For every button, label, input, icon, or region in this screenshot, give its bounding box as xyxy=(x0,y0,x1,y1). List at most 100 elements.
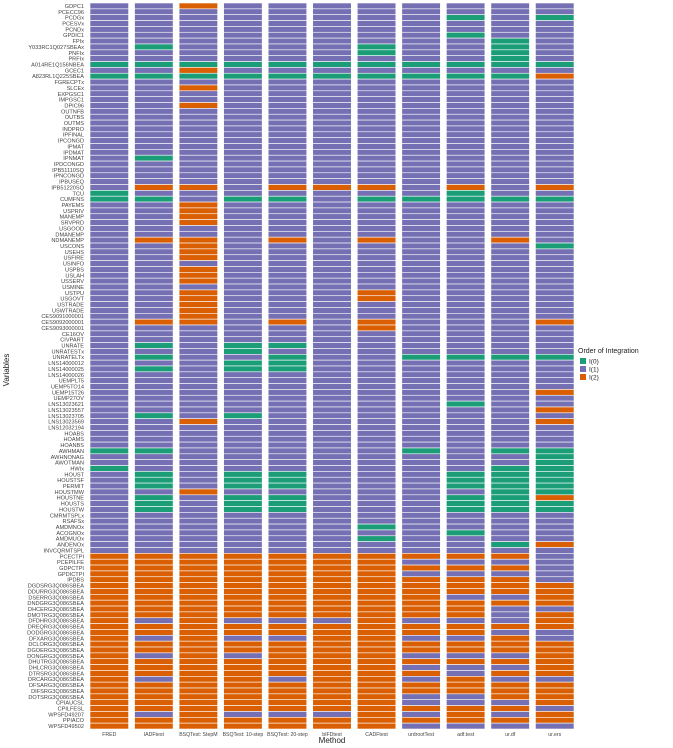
heatmap-cell xyxy=(134,318,174,326)
heatmap-cell xyxy=(356,670,397,677)
heatmap-cell xyxy=(89,49,129,56)
heatmap-cell xyxy=(223,231,263,238)
heatmap-cell xyxy=(401,711,441,718)
heatmap-cell xyxy=(178,26,218,33)
heatmap-cell xyxy=(89,26,129,33)
heatmap-cell xyxy=(178,231,218,238)
heatmap-cell xyxy=(446,307,486,314)
heatmap-cell xyxy=(401,67,441,74)
heatmap-cell xyxy=(89,219,129,226)
y-tick-label: USPBS xyxy=(65,267,84,273)
heatmap-cell xyxy=(356,2,397,10)
heatmap-cell xyxy=(490,342,530,349)
legend-swatch xyxy=(580,358,586,364)
heatmap-cell xyxy=(89,722,129,730)
heatmap-cell xyxy=(178,78,218,86)
heatmap-cell xyxy=(401,453,441,460)
heatmap-cell xyxy=(535,8,575,16)
heatmap-cell xyxy=(178,219,218,226)
heatmap-cell xyxy=(134,711,174,718)
heatmap-cell xyxy=(223,406,263,414)
heatmap-cell xyxy=(267,424,308,431)
heatmap-cell xyxy=(178,447,218,455)
heatmap-cell xyxy=(490,272,530,279)
y-tick-label: DFXARG3Q086SBEA xyxy=(29,636,84,642)
heatmap-cell xyxy=(89,313,129,320)
heatmap-cell xyxy=(356,55,397,62)
heatmap-cell xyxy=(89,506,129,513)
heatmap-cell xyxy=(267,535,308,542)
heatmap-cell xyxy=(223,318,263,326)
heatmap-cell xyxy=(223,465,263,472)
heatmap-cell xyxy=(490,389,530,396)
heatmap-cell xyxy=(134,594,174,601)
heatmap-cell xyxy=(223,400,263,408)
heatmap-cell xyxy=(134,523,174,531)
heatmap-cell xyxy=(401,301,441,308)
heatmap-cell xyxy=(223,254,263,261)
heatmap-cell xyxy=(134,307,174,314)
heatmap-cell xyxy=(134,500,174,507)
heatmap-cell xyxy=(134,389,174,396)
heatmap-cell xyxy=(267,699,308,706)
heatmap-cell xyxy=(356,716,397,724)
heatmap-cell xyxy=(223,646,263,654)
y-tick-label: OUTMS xyxy=(64,121,84,127)
heatmap-cell xyxy=(401,535,441,542)
heatmap-cell xyxy=(134,266,174,273)
heatmap-cell xyxy=(490,266,530,273)
heatmap-cell xyxy=(223,108,263,115)
heatmap-cell xyxy=(535,102,575,109)
heatmap-cell xyxy=(178,506,218,513)
heatmap-cell xyxy=(178,617,218,624)
y-tick-label: DREQRG3Q086SBEA xyxy=(28,625,85,631)
heatmap-cell xyxy=(267,406,308,414)
heatmap-cell xyxy=(223,389,263,396)
heatmap-cell xyxy=(89,471,129,478)
heatmap-cell xyxy=(178,459,218,466)
heatmap-cell xyxy=(490,14,530,21)
heatmap-cell xyxy=(312,72,352,80)
heatmap-cell xyxy=(490,55,530,62)
heatmap-cell xyxy=(446,716,486,724)
heatmap-cell xyxy=(178,119,218,127)
heatmap-cell xyxy=(267,231,308,238)
heatmap-cell xyxy=(401,289,441,297)
y-tick-label: AWOTMAN xyxy=(55,461,84,467)
heatmap-cell xyxy=(267,670,308,677)
heatmap-cell xyxy=(490,383,530,390)
heatmap-cell xyxy=(446,512,486,519)
heatmap-cell xyxy=(312,8,352,16)
heatmap-cell xyxy=(312,272,352,279)
heatmap-cell xyxy=(535,506,575,513)
heatmap-cell xyxy=(446,190,486,197)
heatmap-cell xyxy=(134,72,174,80)
heatmap-cell xyxy=(134,125,174,133)
heatmap-cell xyxy=(356,49,397,56)
heatmap-cell xyxy=(134,512,174,519)
heatmap-cell xyxy=(223,377,263,384)
heatmap-cell xyxy=(535,453,575,460)
heatmap-cell xyxy=(401,500,441,507)
heatmap-cell xyxy=(223,207,263,215)
heatmap-cell xyxy=(490,494,530,501)
heatmap-cell xyxy=(178,582,218,589)
y-tick-label: ANDENOx xyxy=(57,543,84,549)
heatmap-cell xyxy=(490,623,530,630)
heatmap-cell xyxy=(401,529,441,537)
heatmap-cell xyxy=(446,506,486,513)
heatmap-cell xyxy=(312,26,352,33)
heatmap-cell xyxy=(178,283,218,291)
heatmap-cell xyxy=(535,529,575,537)
heatmap-cell xyxy=(535,588,575,595)
heatmap-cell xyxy=(356,365,397,373)
heatmap-cell xyxy=(356,149,397,156)
heatmap-cell xyxy=(312,125,352,133)
heatmap-cell xyxy=(535,553,575,560)
heatmap-cell xyxy=(267,102,308,109)
heatmap-cell xyxy=(356,14,397,21)
heatmap-cell xyxy=(401,547,441,554)
heatmap-cell xyxy=(178,453,218,460)
heatmap-cell xyxy=(89,465,129,472)
heatmap-cell xyxy=(178,301,218,308)
